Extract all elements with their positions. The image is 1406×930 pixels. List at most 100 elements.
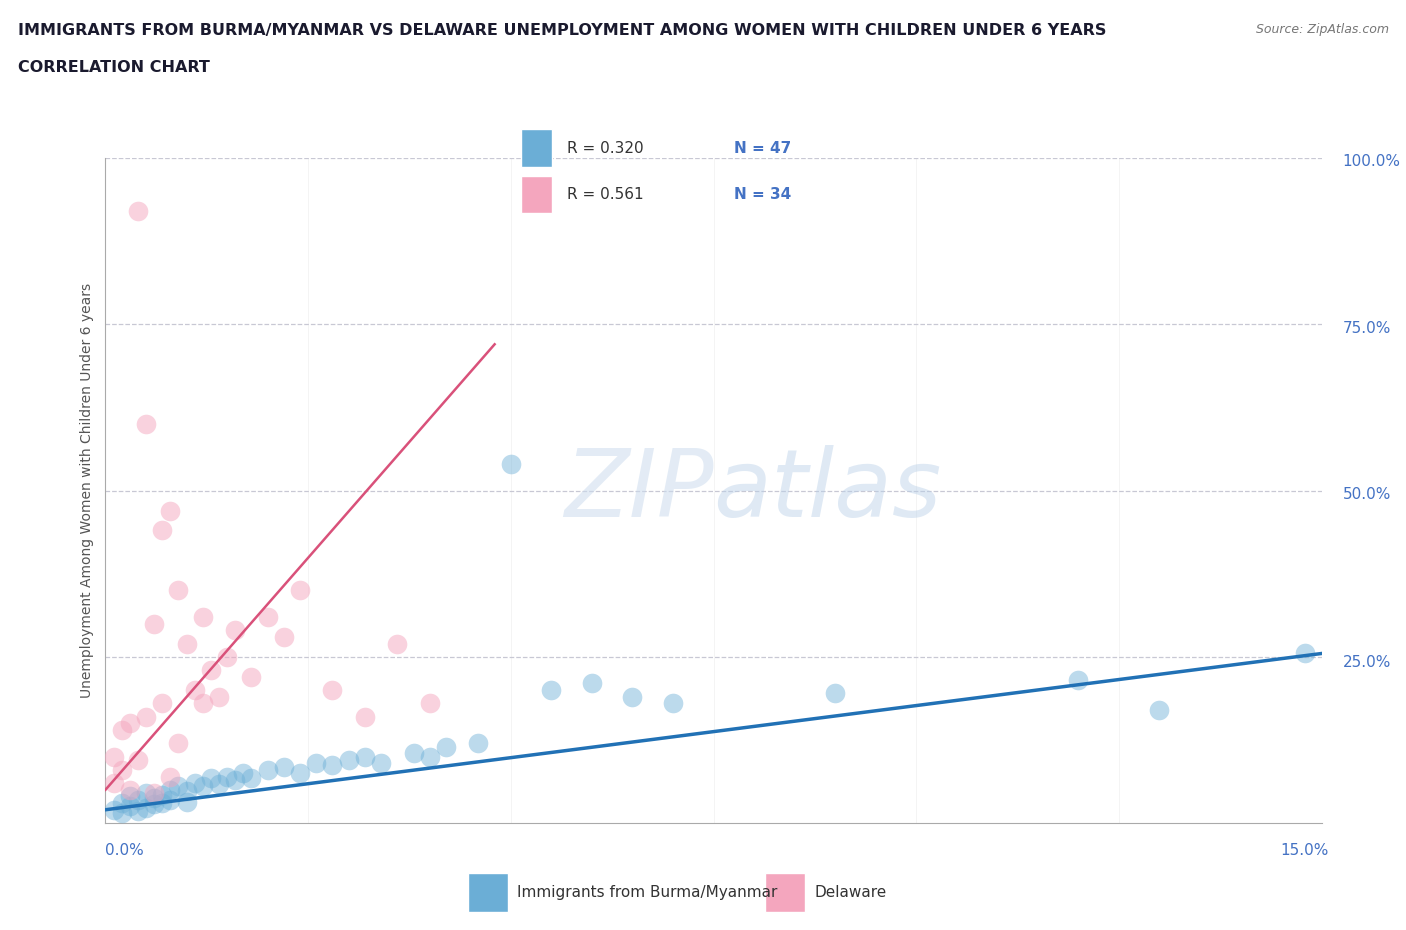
Point (183, 683, 205, 698)
Point (135, 417, 157, 432)
Point (621, 689, 644, 704)
Text: 25.0%: 25.0% (1343, 655, 1391, 670)
Point (135, 710, 157, 724)
Point (159, 792, 181, 807)
Text: ZIP: ZIP (564, 445, 713, 536)
Point (256, 763, 278, 777)
Point (127, 752, 149, 767)
Point (305, 756, 328, 771)
Point (183, 776, 205, 790)
FancyBboxPatch shape (765, 873, 806, 912)
Point (167, 583, 190, 598)
Point (467, 736, 489, 751)
Point (176, 784, 198, 799)
Point (200, 770, 222, 785)
Point (208, 689, 231, 704)
Point (321, 757, 343, 772)
Point (143, 616, 166, 631)
Point (1149, 702, 1171, 717)
Point (824, 686, 846, 701)
Point (191, 696, 214, 711)
Point (167, 736, 190, 751)
Point (111, 805, 134, 820)
Text: atlas: atlas (713, 445, 942, 536)
Point (208, 777, 231, 792)
Point (118, 799, 141, 814)
Point (217, 769, 239, 784)
Point (167, 779, 190, 794)
Point (127, 204, 149, 219)
Point (159, 782, 181, 797)
Point (176, 636, 198, 651)
Y-axis label: Unemployment Among Women with Children Under 6 years: Unemployment Among Women with Children U… (80, 283, 94, 698)
Point (232, 765, 254, 780)
Point (419, 750, 441, 764)
Text: 50.0%: 50.0% (1343, 487, 1391, 502)
Point (143, 786, 166, 801)
Point (354, 750, 377, 764)
Point (256, 609, 278, 624)
Text: R = 0.561: R = 0.561 (567, 187, 644, 203)
Point (321, 683, 343, 698)
Point (354, 710, 377, 724)
Point (103, 750, 125, 764)
Text: 100.0%: 100.0% (1343, 154, 1400, 169)
FancyBboxPatch shape (522, 129, 551, 166)
Point (135, 801, 157, 816)
Point (540, 683, 562, 698)
Point (135, 786, 157, 801)
Text: N = 34: N = 34 (734, 187, 792, 203)
Point (387, 636, 409, 651)
Point (217, 649, 239, 664)
Text: Immigrants from Burma/Myanmar: Immigrants from Burma/Myanmar (517, 885, 778, 900)
Point (288, 583, 311, 598)
Point (288, 765, 311, 780)
Point (224, 773, 246, 788)
Point (150, 796, 173, 811)
Point (150, 696, 173, 711)
Point (103, 776, 125, 790)
Text: IMMIGRANTS FROM BURMA/MYANMAR VS DELAWARE UNEMPLOYMENT AMONG WOMEN WITH CHILDREN: IMMIGRANTS FROM BURMA/MYANMAR VS DELAWAR… (18, 23, 1107, 38)
Point (118, 716, 141, 731)
Text: R = 0.320: R = 0.320 (567, 140, 644, 155)
Point (662, 696, 685, 711)
Text: Delaware: Delaware (814, 885, 887, 900)
Text: Source: ZipAtlas.com: Source: ZipAtlas.com (1256, 23, 1389, 36)
Text: CORRELATION CHART: CORRELATION CHART (18, 60, 209, 75)
Text: 0.0%: 0.0% (105, 844, 145, 858)
Point (240, 770, 263, 785)
Point (127, 792, 149, 807)
Text: 75.0%: 75.0% (1343, 321, 1391, 336)
Point (402, 746, 425, 761)
Point (118, 782, 141, 797)
Point (419, 696, 441, 711)
Point (111, 723, 134, 737)
Point (118, 789, 141, 804)
Point (200, 663, 222, 678)
Point (159, 769, 181, 784)
Point (240, 670, 263, 684)
Point (143, 797, 166, 812)
FancyBboxPatch shape (468, 873, 508, 912)
Point (370, 756, 392, 771)
Point (127, 804, 149, 818)
Point (337, 752, 360, 767)
Point (159, 503, 181, 518)
Point (176, 794, 198, 809)
Point (434, 739, 457, 754)
Point (103, 803, 125, 817)
Point (581, 676, 603, 691)
Point (1067, 672, 1090, 687)
Point (150, 788, 173, 803)
Point (191, 609, 214, 624)
Point (273, 630, 295, 644)
Point (499, 457, 522, 472)
Point (111, 763, 134, 777)
Point (143, 790, 166, 805)
Point (1294, 646, 1316, 661)
Point (191, 779, 214, 794)
Text: N = 47: N = 47 (734, 140, 792, 155)
Point (111, 796, 134, 811)
Point (273, 759, 295, 774)
Point (224, 623, 246, 638)
